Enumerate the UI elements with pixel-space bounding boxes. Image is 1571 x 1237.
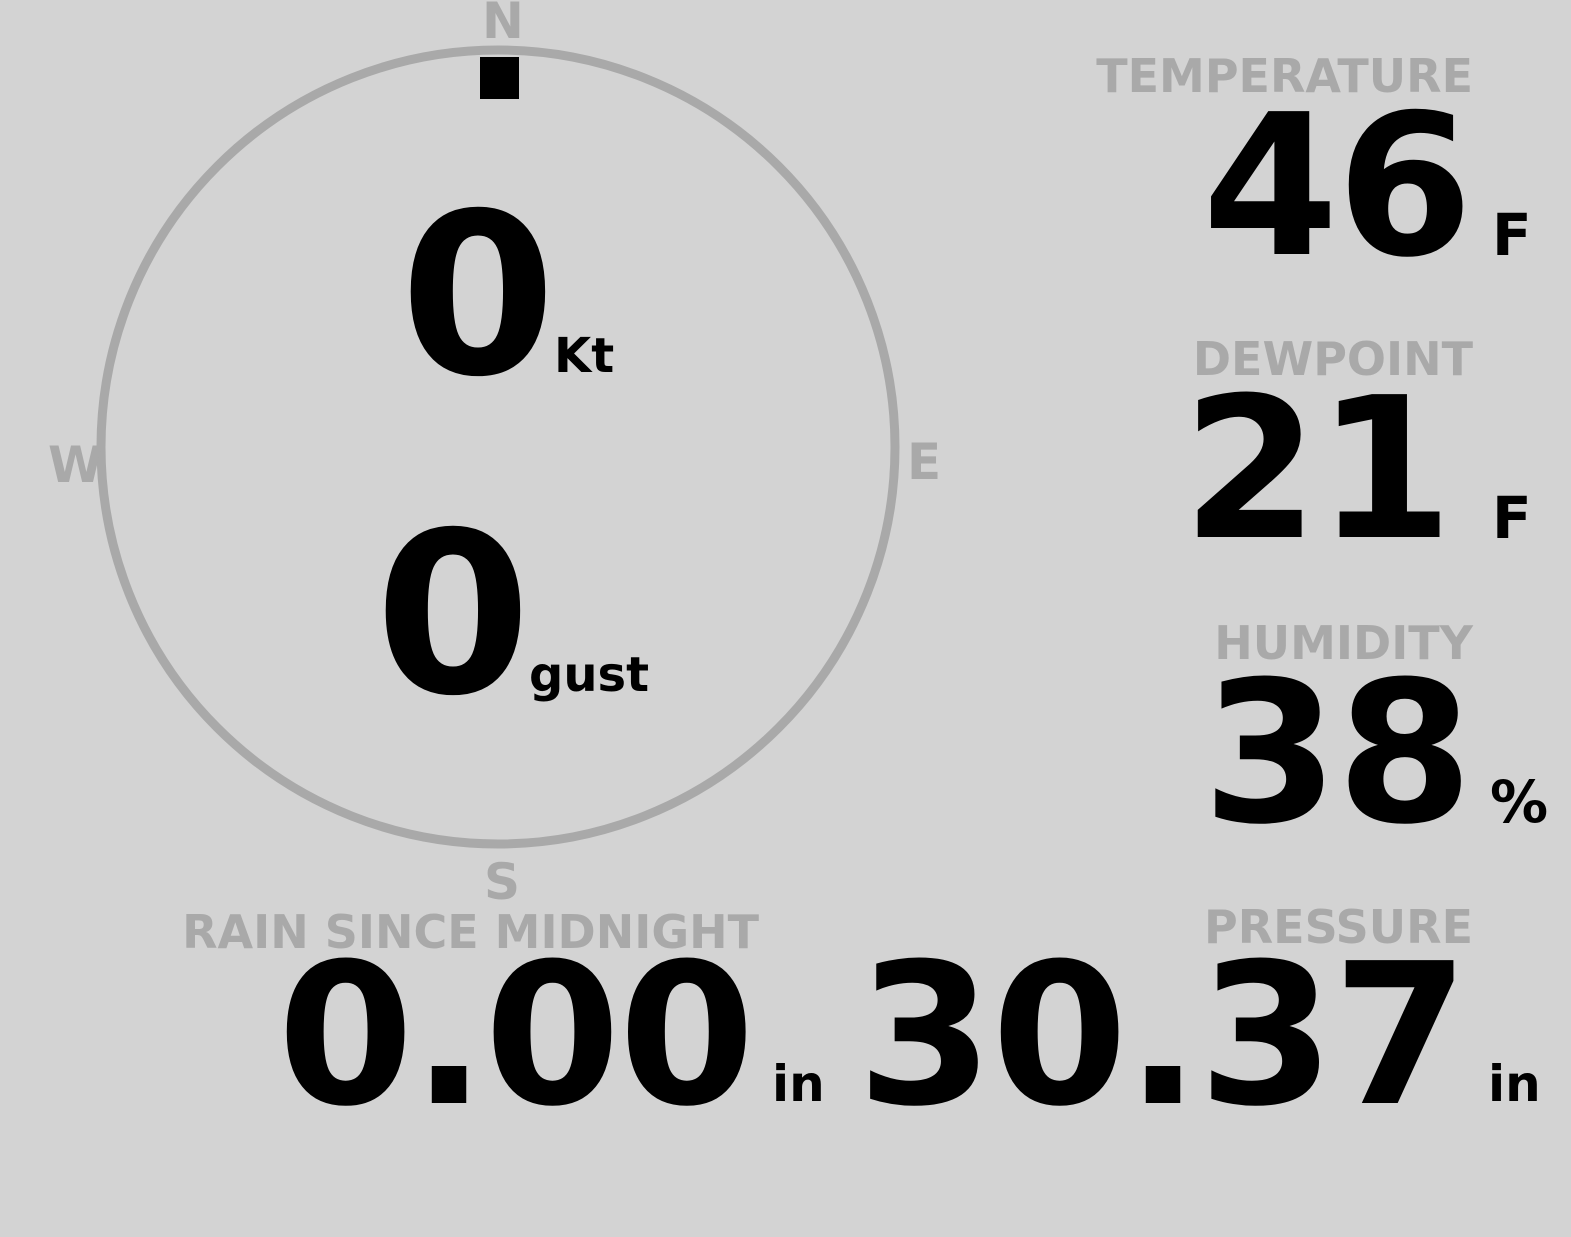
pressure-unit: in (1488, 1055, 1541, 1113)
compass-south-label: S (484, 853, 521, 911)
compass-ring (96, 45, 900, 849)
pressure-label: PRESSURE (1204, 900, 1473, 954)
humidity-value: 38 (1202, 640, 1473, 868)
compass-north-label: N (482, 0, 524, 50)
rain-value: 0.00 (277, 922, 755, 1150)
wind-speed-value: 0 (400, 165, 556, 426)
humidity-label: HUMIDITY (1214, 616, 1473, 670)
wind-direction-indicator (480, 57, 519, 99)
rain-label: RAIN SINCE MIDNIGHT (182, 905, 759, 959)
humidity-unit: % (1490, 768, 1549, 836)
compass-west-label: W (48, 436, 104, 494)
wind-speed-unit: Kt (554, 328, 615, 384)
compass-east-label: E (907, 433, 942, 491)
temperature-unit: F (1492, 201, 1532, 269)
dewpoint-label: DEWPOINT (1192, 332, 1473, 386)
dewpoint-value: 21 (1182, 356, 1453, 584)
pressure-value: 30.37 (857, 922, 1469, 1150)
wind-gust-value: 0 (375, 484, 531, 745)
wind-compass (96, 45, 900, 849)
temperature-label: TEMPERATURE (1096, 49, 1473, 103)
dewpoint-unit: F (1492, 484, 1532, 552)
wind-gust-unit: gust (529, 647, 650, 703)
temperature-value: 46 (1202, 73, 1473, 301)
rain-unit: in (772, 1055, 825, 1113)
